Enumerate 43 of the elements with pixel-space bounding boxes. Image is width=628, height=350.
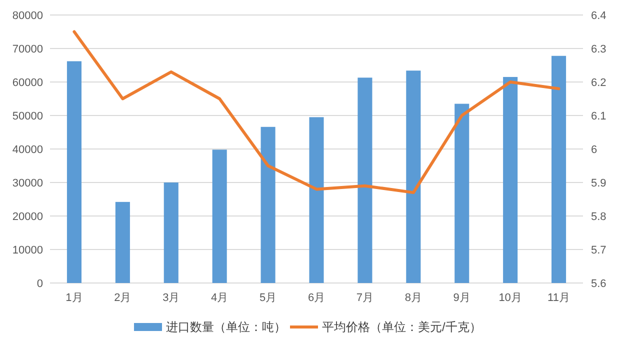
bar: [552, 56, 566, 283]
x-tick-label: 3月: [162, 292, 180, 304]
bar: [503, 76, 518, 283]
y-tick-label: 80000: [12, 10, 43, 22]
x-tick-label: 6月: [308, 292, 326, 304]
y2-tick-label: 5.8: [591, 210, 606, 223]
x-tick-label: 10月: [498, 292, 522, 304]
legend-label: 进口数量（单位：吨）: [166, 320, 286, 334]
line-series: [72, 30, 560, 194]
x-tick-label: 1月: [66, 292, 83, 304]
bar: [66, 61, 82, 283]
y2-tick-label: 5.7: [591, 244, 606, 256]
x-tick-label: 2月: [114, 292, 132, 304]
y-tick-label: 70000: [12, 43, 43, 56]
y2-tick-label: 5.6: [591, 278, 606, 290]
x-tick-label: 9月: [453, 292, 470, 304]
y2-tick-label: 6.1: [591, 110, 606, 122]
x-tick-label: 4月: [211, 292, 228, 304]
y-tick-label: 60000: [12, 76, 43, 89]
bar: [454, 104, 470, 283]
x-tick-label: 8月: [404, 292, 422, 304]
y-tick-label: 50000: [12, 110, 43, 122]
bar: [358, 78, 372, 283]
y-tick-label: 20000: [12, 210, 43, 223]
legend-label: 平均价格（单位：美元/千克）: [322, 320, 482, 334]
bar: [164, 182, 178, 283]
y-tick-label: 30000: [12, 177, 43, 190]
bar: [309, 117, 324, 283]
bar: [260, 126, 276, 283]
y-tick-label: 0: [36, 278, 43, 290]
bar: [115, 202, 130, 283]
y2-tick-label: 6: [591, 144, 598, 156]
y2-tick-label: 6.2: [591, 76, 606, 89]
y-tick-label: 10000: [12, 244, 43, 256]
x-tick-label: 11月: [548, 292, 570, 304]
y2-tick-label: 6.3: [591, 43, 606, 56]
y2-tick-label: 6.4: [591, 10, 606, 22]
y2-tick-label: 5.9: [591, 177, 606, 190]
bar: [212, 150, 227, 283]
x-tick-label: 7月: [356, 292, 374, 304]
y-tick-label: 40000: [12, 144, 43, 156]
x-tick-label: 5月: [259, 292, 277, 304]
bar: [406, 70, 421, 283]
